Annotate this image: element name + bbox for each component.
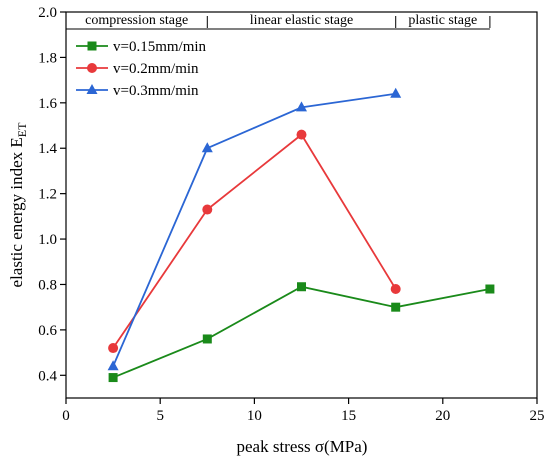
y-tick-label: 0.6: [38, 323, 57, 339]
y-tick-label: 0.8: [38, 277, 57, 293]
legend-item: v=0.2mm/min: [76, 61, 199, 77]
data-point: [108, 373, 118, 383]
plot-frame: [65, 11, 538, 399]
data-point: [390, 284, 401, 295]
x-tick-label: 0: [62, 408, 70, 424]
data-point: [390, 87, 402, 98]
data-point: [296, 101, 307, 112]
data-point: [202, 204, 213, 215]
stage-label: compression stage: [85, 13, 188, 28]
data-point: [485, 284, 495, 294]
legend-label: v=0.3mm/min: [113, 83, 199, 99]
series-triangle: [107, 87, 402, 371]
y-tick-label: 1.6: [38, 96, 57, 112]
data-point: [107, 360, 119, 371]
series-line: [112, 133, 397, 349]
legend-label: v=0.2mm/min: [113, 61, 199, 77]
x-axis-title: peak stress σ(MPa): [237, 437, 368, 456]
y-tick-label: 1.8: [38, 50, 57, 66]
data-point: [108, 343, 119, 354]
stage-label: linear elastic stage: [250, 13, 353, 28]
data-point: [87, 41, 97, 51]
series-line: [112, 92, 396, 367]
legend-item: v=0.15mm/min: [76, 39, 207, 55]
data-point: [202, 334, 212, 344]
plot-border: [65, 11, 538, 399]
x-tick-label: 20: [435, 408, 450, 424]
y-tick-label: 1.0: [38, 232, 57, 248]
y-tick-label: 0.4: [38, 368, 57, 384]
series-square: [108, 282, 495, 383]
data-point: [86, 84, 98, 94]
data-point: [296, 129, 307, 140]
series-circle: [108, 129, 401, 354]
stage-label: plastic stage: [408, 13, 477, 28]
data-point: [391, 302, 401, 312]
y-axis-title-subscript: ET: [15, 122, 29, 137]
x-tick-label: 25: [530, 408, 545, 424]
data-point: [297, 282, 306, 292]
y-tick-label: 1.4: [38, 141, 57, 157]
y-tick-label: 2.0: [38, 5, 57, 21]
y-tick-label: 1.2: [38, 187, 57, 203]
x-tick-label: 10: [247, 408, 262, 424]
x-tick-label: 5: [156, 408, 164, 424]
x-tick-label: 15: [341, 408, 356, 424]
stage-annotations: compression stage linear elastic stage pla…: [66, 13, 491, 30]
axis-ticks: 0 5 10 15 20 25 0.4 0.6 0.8 1.0 1.2 1.4 1.6 1.8 2.0: [38, 5, 544, 424]
legend-label: v=0.15mm/min: [113, 39, 207, 55]
legend: v=0.15mm/min v=0.2mm/min v=0.3mm/min: [76, 39, 207, 99]
y-axis-title: elastic energy index EET: [7, 122, 29, 288]
data-point: [87, 63, 97, 73]
series-layer: [107, 87, 495, 383]
legend-item: v=0.3mm/min: [76, 83, 199, 99]
series-line: [112, 285, 491, 379]
y-axis-title-main: elastic energy index E: [7, 137, 26, 287]
data-point: [201, 142, 213, 153]
